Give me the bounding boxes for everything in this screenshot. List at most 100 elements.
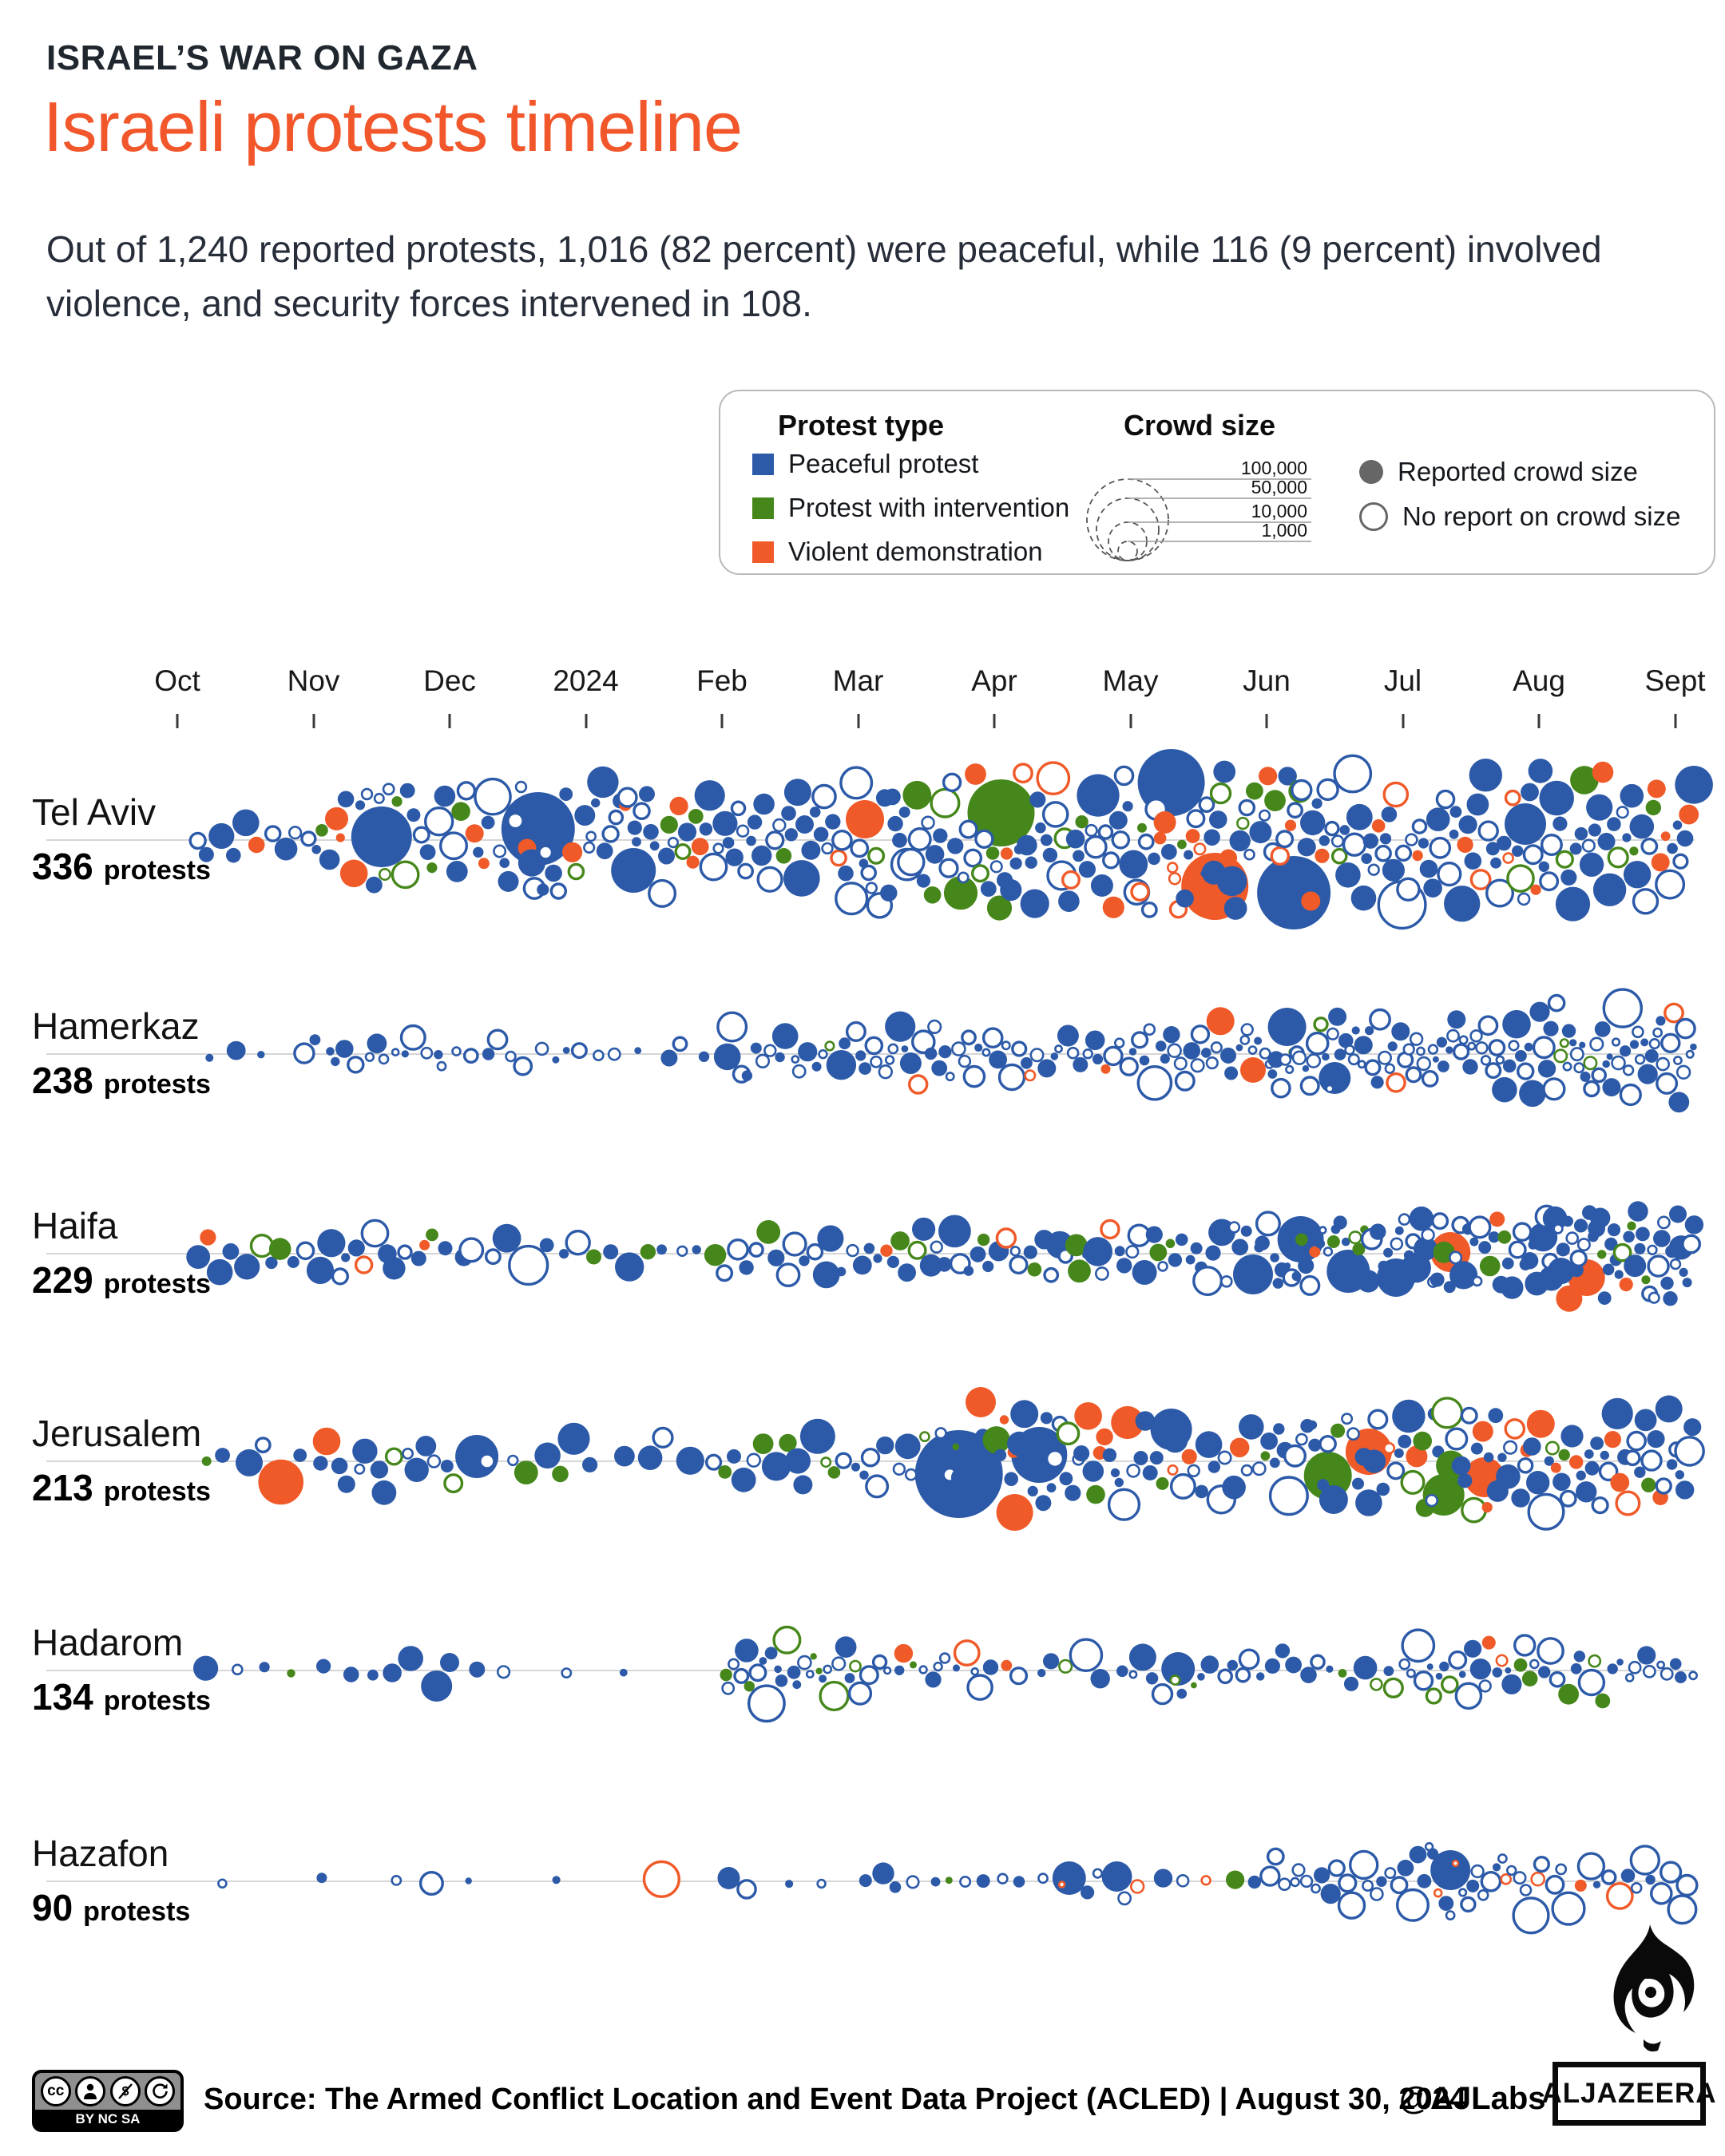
protest-bubble bbox=[1660, 1032, 1681, 1054]
protest-bubble bbox=[418, 1870, 444, 1896]
protest-bubble bbox=[799, 1418, 835, 1454]
protest-bubble bbox=[1475, 1041, 1489, 1055]
protest-bubble bbox=[1511, 1488, 1530, 1508]
protest-bubble bbox=[1502, 852, 1514, 864]
protest-bubble bbox=[1485, 1062, 1502, 1080]
crowd-size-label: 1,000 bbox=[1261, 520, 1307, 541]
city-protest-count: 90 protests bbox=[32, 1886, 190, 1929]
ajlabs-handle: @AJLabs bbox=[1399, 2081, 1546, 2116]
protest-bubble bbox=[1528, 759, 1553, 783]
protest-bubble bbox=[508, 1244, 549, 1286]
protest-bubble bbox=[1226, 1870, 1245, 1889]
protest-bubble bbox=[894, 1643, 914, 1663]
protest-bubble bbox=[1343, 1261, 1358, 1275]
protest-bubble bbox=[989, 1050, 1007, 1069]
protest-bubble bbox=[1001, 1040, 1011, 1051]
protest-bubble bbox=[1413, 1431, 1432, 1451]
protest-bubble bbox=[898, 807, 910, 818]
protest-bubble bbox=[1672, 1056, 1683, 1065]
protest-bubble bbox=[1376, 1876, 1387, 1887]
protest-bubble bbox=[1588, 823, 1601, 837]
protest-bubble bbox=[1315, 1239, 1326, 1249]
protest-bubble bbox=[1142, 1465, 1158, 1480]
protest-bubble bbox=[1577, 1668, 1606, 1697]
protest-bubble bbox=[1667, 842, 1678, 854]
protest-bubble bbox=[1517, 892, 1531, 906]
protest-bubble bbox=[1155, 1040, 1167, 1052]
protest-bubble bbox=[1050, 1052, 1059, 1060]
protest-bubble bbox=[1521, 1252, 1539, 1270]
protest-bubble bbox=[899, 1052, 922, 1074]
protest-bubble bbox=[1458, 1035, 1469, 1045]
protest-bubble bbox=[1036, 761, 1071, 795]
protest-bubble bbox=[1330, 834, 1345, 848]
protest-bubble bbox=[1322, 1246, 1334, 1257]
protest-bubble bbox=[1249, 821, 1272, 844]
protest-bubble bbox=[1046, 1483, 1057, 1493]
protest-bubble bbox=[335, 1040, 354, 1058]
protest-bubble bbox=[478, 858, 490, 870]
protest-bubble bbox=[1607, 817, 1621, 831]
city-row-hadarom bbox=[46, 1625, 1698, 1723]
protest-bubble bbox=[736, 1879, 757, 1900]
city-row-tel-aviv bbox=[46, 749, 1713, 930]
protest-bubble bbox=[1547, 993, 1566, 1013]
protest-bubble bbox=[938, 1045, 952, 1059]
protest-bubble bbox=[1264, 1658, 1280, 1674]
protest-bubble bbox=[811, 783, 837, 810]
protest-bubble bbox=[514, 1460, 538, 1484]
protest-bubble bbox=[798, 1042, 818, 1062]
protest-bubble bbox=[1198, 796, 1215, 813]
protest-bubble bbox=[1243, 848, 1255, 861]
protest-bubble bbox=[1290, 1877, 1300, 1888]
protest-bubble bbox=[265, 1256, 278, 1270]
protest-bubble bbox=[1588, 1654, 1602, 1668]
crowd-size-circle bbox=[1096, 497, 1160, 561]
protest-bubble bbox=[1302, 1065, 1310, 1072]
protest-bubble bbox=[1458, 815, 1477, 834]
city-protest-count: 229 protests bbox=[32, 1258, 211, 1302]
protest-bubble bbox=[1462, 1059, 1478, 1075]
protest-bubble bbox=[1357, 1270, 1380, 1293]
protest-bubble bbox=[1254, 1036, 1263, 1045]
protest-bubble bbox=[1183, 1042, 1200, 1060]
protest-bubble bbox=[1239, 1414, 1264, 1440]
protest-bubble bbox=[813, 826, 829, 842]
protest-bubble bbox=[1501, 1674, 1522, 1694]
protest-bubble bbox=[478, 1453, 496, 1470]
protest-bubble bbox=[1338, 1873, 1358, 1893]
legend-item-label: No report on crowd size bbox=[1402, 501, 1681, 531]
axis-label-mar: Mar bbox=[832, 664, 884, 697]
protest-bubble bbox=[601, 825, 620, 843]
protest-bubble bbox=[1548, 1258, 1575, 1285]
protest-bubble bbox=[907, 826, 932, 851]
protest-bubble bbox=[384, 1447, 403, 1466]
protest-bubble bbox=[748, 1684, 786, 1723]
protest-bubble bbox=[1629, 846, 1639, 856]
protest-bubble bbox=[1378, 1260, 1390, 1272]
protest-bubble bbox=[761, 1452, 791, 1481]
protest-bubble bbox=[1004, 1472, 1018, 1486]
protest-bubble bbox=[1430, 1272, 1445, 1287]
protest-bubble bbox=[614, 1445, 635, 1467]
protest-bubble bbox=[926, 1487, 933, 1493]
protest-bubble bbox=[1641, 1275, 1651, 1285]
protest-bubble bbox=[398, 1646, 423, 1671]
protest-bubble bbox=[1652, 1027, 1663, 1038]
protest-bubble bbox=[1330, 1423, 1346, 1438]
protest-bubble bbox=[1135, 1411, 1156, 1431]
legend-item-label: Reported crowd size bbox=[1398, 457, 1638, 486]
protest-bubble bbox=[1647, 1244, 1658, 1256]
protest-bubble bbox=[1451, 1456, 1471, 1476]
protest-bubble bbox=[410, 1250, 426, 1266]
protest-bubble bbox=[1485, 878, 1514, 908]
protest-bubble bbox=[730, 800, 747, 817]
protest-bubble bbox=[1429, 836, 1452, 859]
protest-bubble bbox=[1278, 1877, 1291, 1891]
protest-bubble bbox=[1059, 1472, 1073, 1486]
protest-bubble bbox=[1634, 1466, 1646, 1478]
protest-bubble bbox=[1584, 1460, 1600, 1476]
protest-bubble bbox=[1469, 869, 1492, 890]
protest-bubble bbox=[1656, 1016, 1666, 1026]
protest-bubble bbox=[570, 1042, 588, 1060]
